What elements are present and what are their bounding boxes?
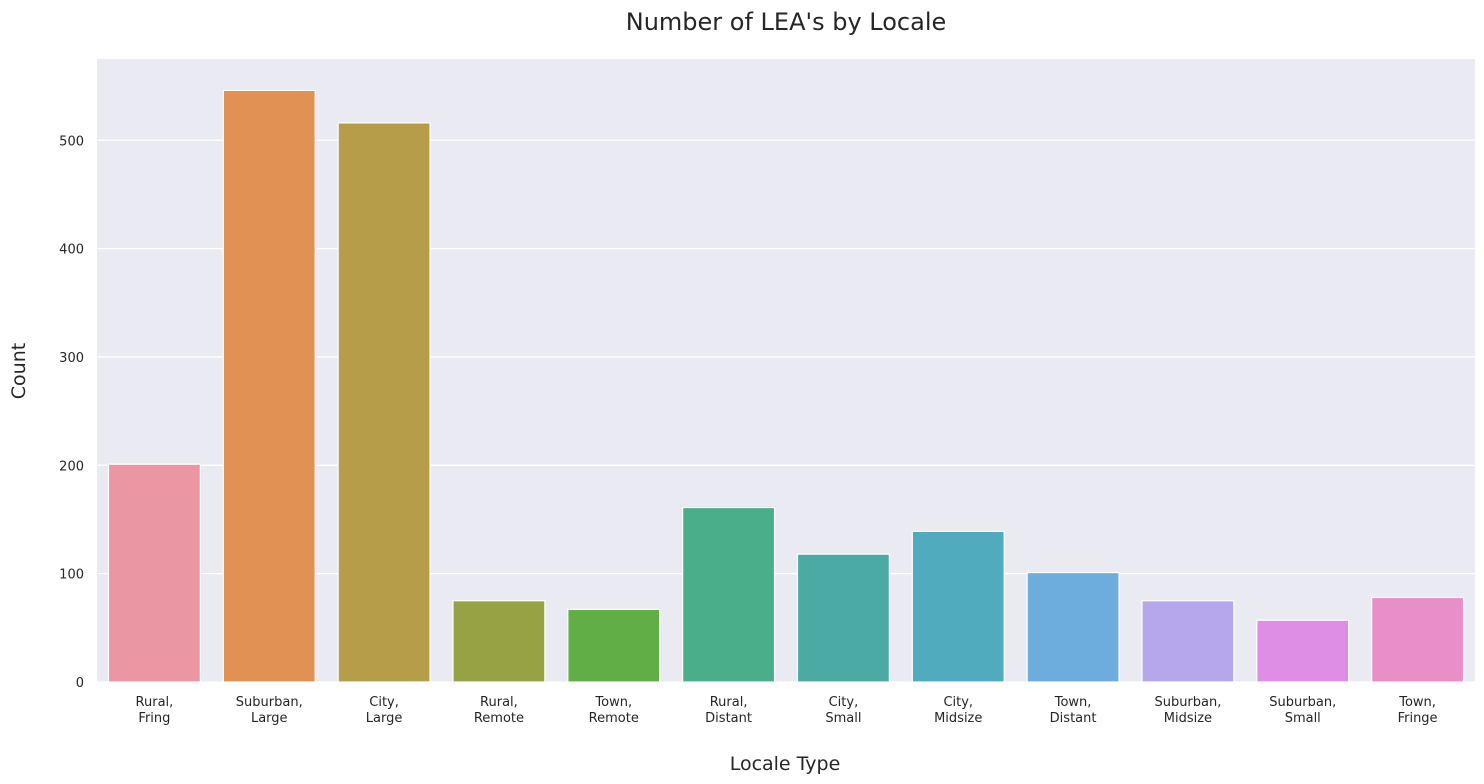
chart-title: Number of LEA's by Locale	[626, 8, 947, 36]
bar	[337, 122, 431, 683]
y-tick-label: 200	[59, 459, 84, 474]
x-tick-label: Town, Fringe	[1398, 695, 1438, 726]
y-tick-label: 100	[59, 568, 84, 583]
x-tick-label: Rural, Remote	[474, 695, 524, 726]
x-tick-label: Rural, Fring	[136, 695, 174, 726]
x-tick-labels: Rural, Fring Suburban, Large City, Large Rural…	[136, 695, 1438, 726]
x-tick-label: Town, Remote	[589, 695, 639, 726]
x-axis-label: Locale Type	[730, 753, 841, 775]
grid-lines	[97, 139, 1475, 683]
y-tick-label: 0	[76, 676, 84, 691]
bar	[682, 506, 776, 683]
bar	[107, 463, 201, 683]
bar	[1026, 571, 1120, 683]
x-tick-label: Suburban, Small	[1269, 695, 1336, 726]
bar	[567, 608, 661, 683]
x-tick-label: Town, Distant	[1050, 695, 1097, 726]
bar	[222, 89, 316, 683]
x-tick-label: City, Midsize	[934, 695, 982, 726]
x-tick-label: Suburban, Midsize	[1154, 695, 1221, 726]
x-tick-label: City, Small	[825, 695, 861, 726]
bar	[1371, 596, 1465, 683]
y-axis-label: Count	[8, 343, 30, 399]
x-tick-label: City, Large	[366, 695, 403, 726]
x-tick-label: Rural, Distant	[705, 695, 752, 726]
plot-background	[97, 59, 1475, 682]
bar	[1141, 600, 1235, 683]
y-tick-label: 500	[59, 134, 84, 149]
bar	[796, 553, 890, 683]
y-tick-labels: 0 100 200 300 400 500	[59, 134, 84, 691]
bar	[1256, 619, 1350, 683]
bar	[911, 530, 1005, 683]
y-tick-label: 300	[59, 351, 84, 366]
bars	[107, 89, 1465, 683]
bar	[452, 600, 546, 683]
y-tick-label: 400	[59, 243, 84, 258]
x-tick-label: Suburban, Large	[236, 695, 303, 726]
